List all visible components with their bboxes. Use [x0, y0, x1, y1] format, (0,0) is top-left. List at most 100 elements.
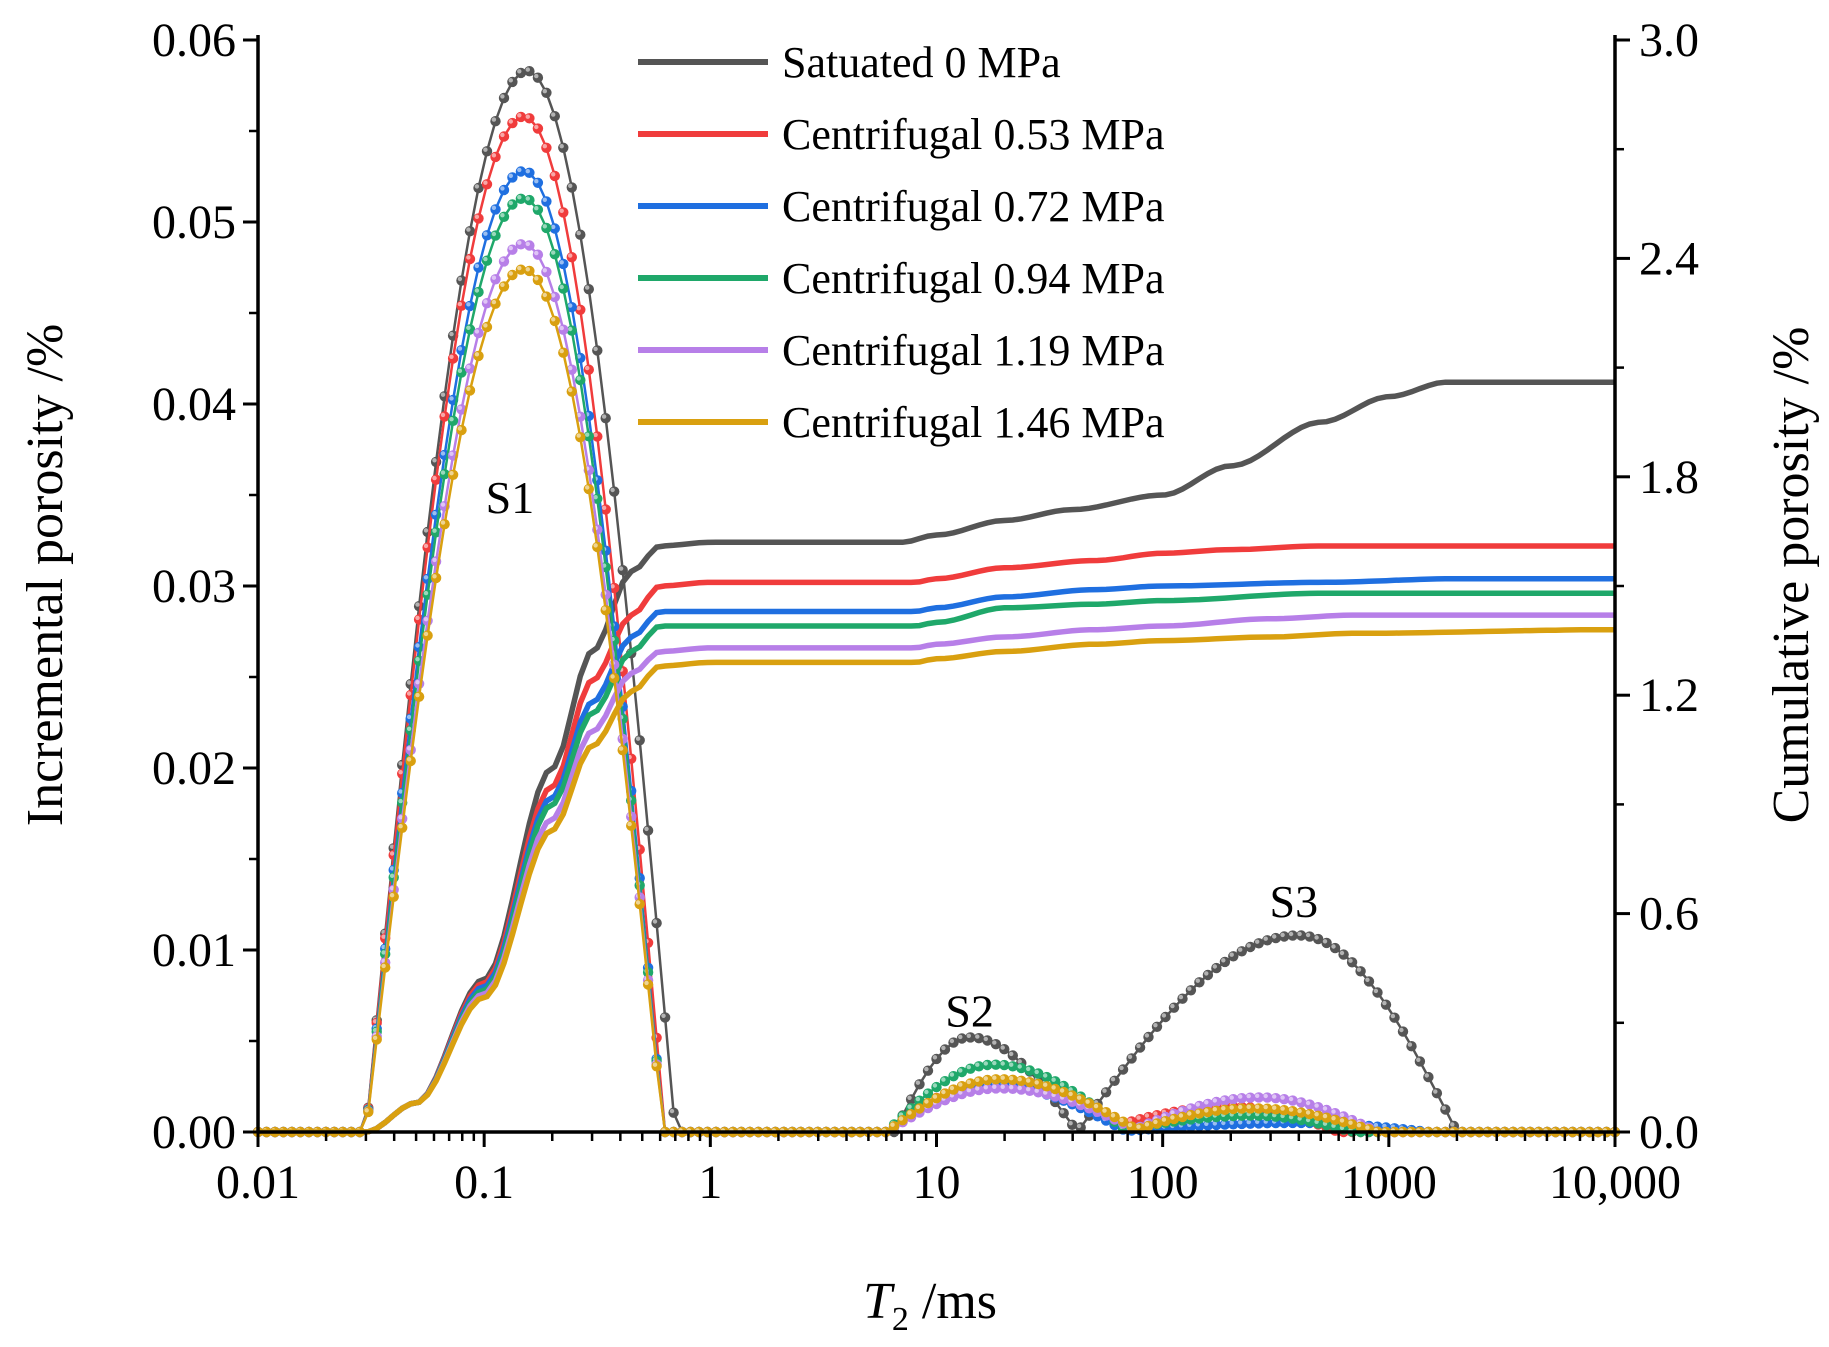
incremental-point: [642, 825, 654, 836]
incremental-point-highlight: [1187, 1104, 1192, 1110]
incremental-point: [1160, 1011, 1171, 1023]
incremental-point: [1007, 1061, 1018, 1072]
incremental-point-highlight: [508, 200, 513, 206]
incremental-point-body: [532, 204, 544, 215]
incremental-point-body: [447, 415, 459, 426]
incremental-point-highlight: [1153, 1111, 1158, 1116]
incremental-point-body: [532, 123, 544, 134]
incremental-point: [1304, 1108, 1315, 1120]
incremental-point: [566, 325, 577, 336]
incremental-point-body: [507, 172, 518, 183]
incremental-point-body: [566, 182, 577, 193]
incremental-point: [1126, 1121, 1137, 1132]
incremental-point-highlight: [1026, 1066, 1031, 1072]
incremental-point-highlight: [508, 271, 513, 276]
incremental-point: [558, 347, 569, 358]
incremental-point-highlight: [1433, 1089, 1438, 1094]
incremental-point-highlight: [500, 213, 505, 218]
incremental-point-highlight: [568, 303, 573, 308]
incremental-point-highlight: [389, 866, 395, 871]
incremental-point: [558, 258, 569, 270]
incremental-point: [973, 1033, 985, 1044]
incremental-point-highlight: [992, 1075, 997, 1080]
incremental-point: [481, 230, 493, 241]
incremental-point: [456, 367, 467, 378]
y2-tick-label: 0.0: [1639, 1106, 1699, 1159]
incremental-point-body: [617, 745, 628, 756]
incremental-point-highlight: [559, 348, 564, 354]
incremental-point-highlight: [423, 575, 429, 580]
incremental-point: [1431, 1088, 1443, 1099]
incremental-point-body: [481, 255, 493, 266]
incremental-point-highlight: [551, 293, 556, 298]
incremental-point-highlight: [924, 1099, 929, 1104]
incremental-point-highlight: [568, 326, 573, 332]
incremental-point-highlight: [983, 1085, 988, 1090]
incremental-point-highlight: [551, 112, 556, 117]
incremental-point: [1355, 1121, 1366, 1133]
incremental-point-highlight: [1161, 1117, 1167, 1122]
incremental-point: [1075, 1122, 1086, 1133]
incremental-point: [541, 291, 552, 302]
incremental-point-highlight: [1102, 1108, 1107, 1113]
incremental-point: [1194, 1100, 1205, 1112]
incremental-point-highlight: [1450, 1122, 1455, 1127]
incremental-point-highlight: [1076, 1123, 1082, 1129]
incremental-point-highlight: [652, 919, 658, 924]
incremental-point-body: [388, 891, 399, 902]
incremental-point-highlight: [1110, 1113, 1116, 1118]
incremental-point-highlight: [601, 606, 607, 611]
incremental-point-highlight: [1017, 1064, 1022, 1069]
incremental-point-highlight: [457, 346, 463, 351]
incremental-point-body: [939, 1044, 951, 1055]
incremental-point-highlight: [610, 487, 615, 493]
incremental-point: [456, 300, 467, 311]
incremental-point-body: [1431, 1088, 1443, 1099]
incremental-point: [1100, 1107, 1112, 1118]
incremental-point: [1270, 1104, 1282, 1115]
incremental-point-highlight: [601, 505, 607, 510]
incremental-point: [634, 735, 645, 746]
incremental-point: [439, 519, 450, 530]
incremental-point-highlight: [542, 268, 547, 273]
incremental-point-highlight: [457, 368, 463, 373]
incremental-point-highlight: [644, 980, 649, 986]
incremental-point-body: [897, 1115, 908, 1126]
incremental-point-highlight: [585, 485, 590, 490]
incremental-point-body: [464, 226, 476, 237]
incremental-point-body: [498, 92, 510, 104]
incremental-point: [515, 193, 527, 204]
incremental-point-highlight: [932, 1055, 938, 1060]
incremental-point-highlight: [440, 502, 446, 507]
incremental-point-body: [490, 151, 501, 163]
legend-item-2: Centrifugal 0.72 MPa: [638, 182, 1165, 231]
incremental-point: [439, 411, 450, 422]
incremental-point-body: [1194, 977, 1205, 988]
incremental-point-highlight: [1127, 1122, 1133, 1128]
incremental-point: [575, 374, 586, 386]
incremental-point-body: [363, 1106, 374, 1118]
incremental-point-highlight: [1059, 1088, 1065, 1093]
incremental-point: [456, 345, 467, 356]
incremental-point: [600, 605, 611, 616]
incremental-point-highlight: [415, 615, 420, 621]
incremental-point: [973, 1076, 985, 1087]
incremental-point: [1211, 1119, 1222, 1131]
incremental-point: [1194, 977, 1205, 988]
incremental-point: [1245, 1118, 1256, 1129]
incremental-point: [422, 630, 433, 641]
incremental-point-highlight: [1416, 1057, 1421, 1063]
incremental-point: [1143, 1120, 1154, 1132]
incremental-point-highlight: [1119, 1117, 1124, 1123]
incremental-point-highlight: [1339, 1118, 1345, 1123]
incremental-point-highlight: [525, 267, 530, 272]
incremental-point-highlight: [534, 250, 539, 256]
incremental-point-body: [1406, 1041, 1417, 1052]
incremental-point: [566, 364, 577, 375]
incremental-point: [430, 572, 442, 584]
incremental-point-body: [1363, 976, 1375, 987]
incremental-point: [1092, 1102, 1103, 1113]
incremental-point-highlight: [966, 1064, 971, 1070]
incremental-point: [549, 315, 560, 327]
incremental-point: [481, 321, 493, 333]
